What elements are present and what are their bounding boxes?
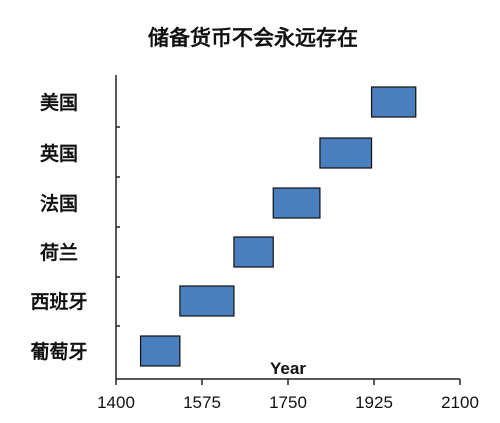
x-tick-label: 1575 (183, 393, 221, 412)
plot-area (115, 75, 460, 380)
bar-2 (319, 137, 373, 169)
category-label: 荷兰 (40, 241, 78, 264)
x-tick-label: 1400 (97, 393, 135, 412)
category-label: 美国 (40, 91, 78, 114)
bar-6 (139, 335, 181, 367)
x-tick-label: 1925 (355, 393, 393, 412)
x-tick-label: 1750 (269, 393, 307, 412)
x-axis-ticks: 1400 1575 1750 1925 2100 (97, 379, 479, 412)
x-tick-label: 2100 (441, 393, 479, 412)
category-label: 西班牙 (30, 290, 87, 313)
bar-1 (370, 86, 417, 118)
chart-title: 储备货币不会永远存在 (148, 26, 358, 50)
bar-5 (179, 285, 235, 317)
bar-4 (233, 236, 274, 268)
category-label: 英国 (40, 142, 78, 165)
x-axis-title: Year (270, 359, 306, 378)
category-label: 法国 (40, 192, 78, 215)
category-label: 葡萄牙 (30, 340, 87, 363)
bar-3 (272, 187, 321, 219)
